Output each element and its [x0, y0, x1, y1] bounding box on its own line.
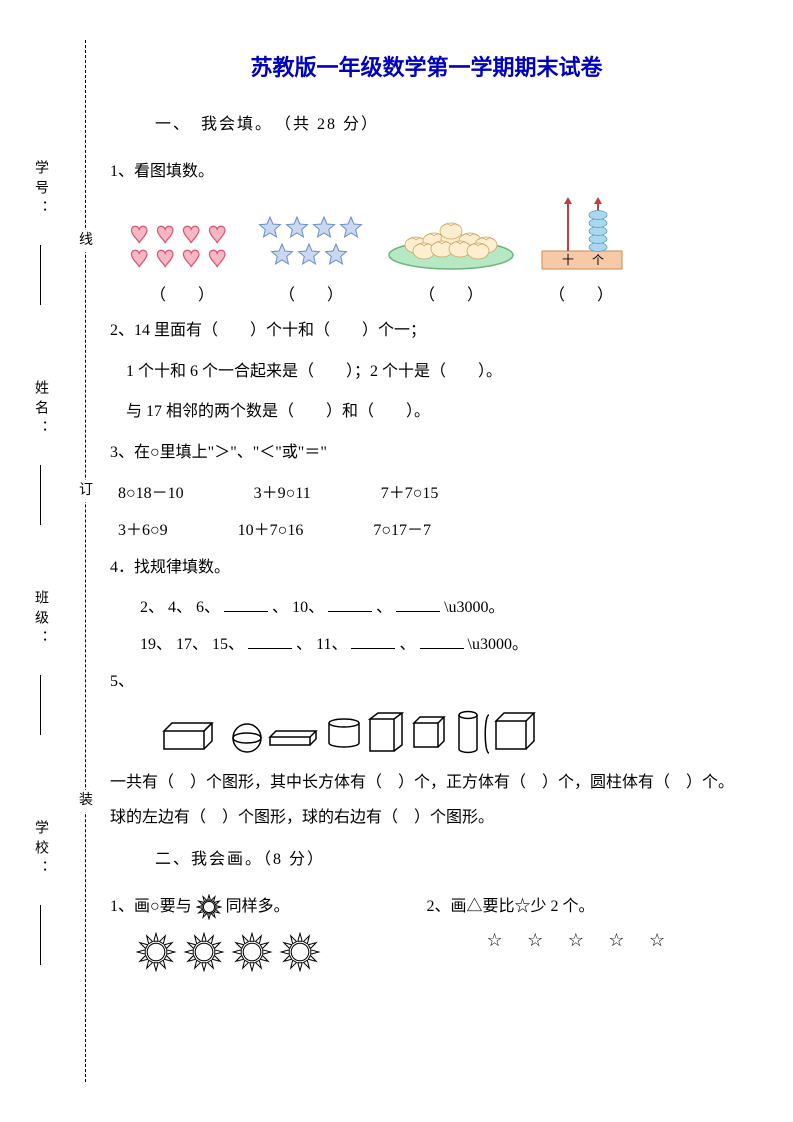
star-line: ☆ ☆ ☆ ☆ ☆ [487, 930, 744, 951]
solids-row-icon [160, 705, 660, 759]
dumplings-icon [386, 209, 516, 271]
comp-item: 7＋7○15 [381, 476, 439, 513]
q3-row2: 3＋6○9 10＋7○16 7○17－7 [118, 513, 743, 550]
sunflower-row [134, 932, 427, 972]
s2q2-text: 2、画△要比☆少 2 个。 [427, 889, 744, 926]
hearts-icon [128, 221, 236, 271]
q4-seq1: 2、 4、 6、 、 10、 、 \u3000。 [140, 590, 743, 627]
s2-q2: 2、画△要比☆少 2 个。 ☆ ☆ ☆ ☆ ☆ [427, 889, 744, 972]
blank[interactable] [420, 635, 464, 649]
s2q1a: 1、画○要与 [110, 898, 192, 915]
stamp-xian: 线 [75, 230, 97, 252]
vlabel-xuehao: 学号： [30, 160, 50, 305]
dashed-line [85, 40, 86, 1082]
q4-stem: 4．找规律填数。 [110, 550, 743, 587]
stars-cell: （ ） [256, 215, 366, 305]
q1-stem: 1、看图填数。 [110, 154, 743, 191]
tens-label: 十 [562, 253, 574, 267]
section2-row: 1、画○要与 同样多。 2、画△要比☆少 2 个。 ☆ ☆ ☆ ☆ ☆ [110, 889, 743, 972]
section2-head: 二、我会画。（8 分） [155, 845, 743, 869]
hearts-cell: （ ） [128, 221, 236, 305]
blank[interactable] [224, 598, 268, 612]
q5-shapes [160, 705, 743, 759]
paren: （ ） [128, 281, 236, 305]
paren: （ ） [386, 281, 516, 305]
abacus-icon: 十 个 [536, 197, 626, 271]
abacus-cell: 十 个 （ ） [536, 197, 626, 305]
comp-item: 8○18－10 [118, 476, 184, 513]
sunflower-icon-inline [196, 894, 222, 920]
ones-label: 个 [592, 253, 604, 267]
blank[interactable] [248, 635, 292, 649]
vlabel-xuexiao: 学校： [30, 820, 50, 965]
page-title: 苏教版一年级数学第一学期期末试卷 [110, 50, 743, 82]
blank[interactable] [351, 635, 395, 649]
stars-icon [256, 215, 366, 271]
section1-head: 一、 我会填。 （共 28 分） [155, 110, 743, 134]
stamp-ding: 订 [75, 480, 97, 502]
blank[interactable] [328, 598, 372, 612]
page-content: 苏教版一年级数学第一学期期末试卷 一、 我会填。 （共 28 分） 1、看图填数… [110, 50, 743, 972]
q2-line1: 2、14 里面有（ ）个十和（ ）个一； [110, 313, 743, 350]
q3-stem: 3、在○里填上"＞"、"＜"或"＝" [110, 435, 743, 472]
paren: （ ） [536, 281, 626, 305]
paren: （ ） [256, 281, 366, 305]
comp-item: 3＋6○9 [118, 513, 168, 550]
q1-image-row: （ ） （ ） （ ） 十 [128, 197, 743, 305]
s2q1b: 同样多。 [226, 898, 290, 915]
vlabel-banji: 班级： [30, 590, 50, 735]
q2-line3: 与 17 相邻的两个数是（ ）和（ ）。 [110, 394, 743, 431]
comp-item: 3＋9○11 [254, 476, 311, 513]
plate-cell: （ ） [386, 209, 516, 305]
comp-item: 7○17－7 [373, 513, 431, 550]
s2-q1: 1、画○要与 同样多。 [110, 889, 427, 972]
q5-text: 一共有（ ）个图形，其中长方体有（ ）个，正方体有（ ）个，圆柱体有（ ）个。球… [110, 765, 743, 835]
q2-line2: 1 个十和 6 个一合起来是（ ）；2 个十是（ ）。 [110, 354, 743, 391]
binding-margin: 线 订 装 学号： 姓名： 班级： 学校： [0, 0, 100, 1122]
stamp-zhuang: 装 [75, 790, 97, 812]
sunflower-row-icon [134, 932, 334, 972]
blank[interactable] [396, 598, 440, 612]
comp-item: 10＋7○16 [238, 513, 304, 550]
q5-label: 5、 [110, 664, 743, 701]
vlabel-xingming: 姓名： [30, 380, 50, 525]
q3-row1: 8○18－10 3＋9○11 7＋7○15 [118, 476, 743, 513]
q4-seq2: 19、 17、 15、 、 11、 、 \u3000。 [140, 627, 743, 664]
